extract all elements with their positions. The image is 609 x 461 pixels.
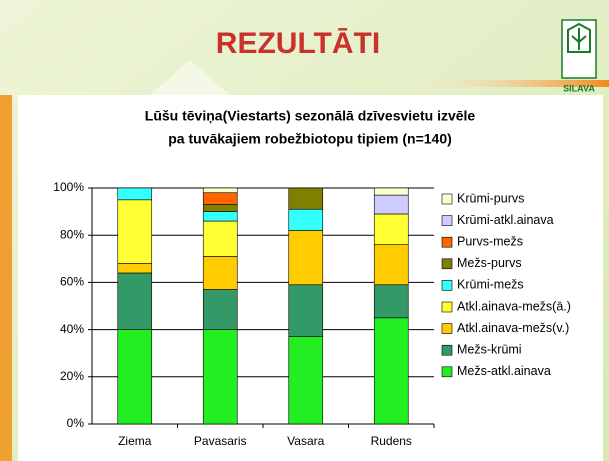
y-tick-label: 20%	[60, 369, 84, 383]
x-tick-label: Pavasaris	[194, 434, 247, 448]
bar-segment	[117, 263, 153, 274]
legend-swatch	[441, 344, 453, 356]
legend-label: Purvs-mežs	[457, 234, 523, 248]
x-tick-label: Ziema	[118, 434, 152, 448]
bar-segment	[202, 192, 238, 205]
legend-label: Mežs-purvs	[457, 256, 522, 270]
chart-title: pa tuvākajiem robežbiotopu tipiem (n=140…	[168, 131, 452, 147]
plot: 0% 20% 40% 60% 80% 100% Ziema Pavasaris Vasara Ru…	[53, 180, 571, 448]
legend-swatch	[441, 215, 453, 226]
y-tick-label: 100%	[53, 180, 84, 194]
logo-tree	[571, 28, 587, 50]
bar-segment	[117, 199, 153, 264]
bar-segment	[373, 317, 409, 425]
slide-title: REZULTĀTI	[216, 27, 380, 60]
bar-segment	[202, 187, 238, 194]
y-tick-label: 80%	[60, 227, 84, 241]
legend-label: Mežs-krūmi	[457, 342, 522, 356]
bar-segment	[373, 194, 409, 215]
legend-swatch	[441, 280, 453, 291]
bar-segment	[373, 244, 409, 286]
bar-segment	[117, 272, 153, 330]
decor	[150, 60, 230, 95]
bar-segment	[202, 329, 238, 425]
legend-swatch	[441, 366, 453, 378]
bar-segment	[373, 284, 409, 319]
x-tick-label: Rudens	[371, 434, 412, 448]
bar-segment	[288, 230, 324, 286]
legend-swatch	[441, 323, 453, 334]
legend-label: Krūmi-mežs	[457, 278, 524, 292]
legend-label: Atkl.ainava-mežs(v.)	[457, 321, 569, 335]
bar-segment	[202, 256, 238, 290]
x-tick-label: Vasara	[287, 434, 324, 448]
logo: SILAVA	[561, 19, 597, 93]
y-tick-label: 60%	[60, 275, 84, 289]
legend-label: Mežs-atkl.ainava	[457, 364, 551, 378]
logo-book	[567, 22, 591, 53]
bar-segment	[117, 329, 153, 425]
legend-label: Krūmi-purvs	[457, 191, 524, 205]
bar-segment	[288, 336, 324, 425]
bar-segment	[288, 208, 324, 231]
legend-swatch	[441, 236, 453, 248]
bar-segment	[202, 220, 238, 257]
bar-segment	[288, 187, 324, 210]
legend-label: Atkl.ainava-mežs(ā.)	[457, 299, 571, 313]
bar-segment	[202, 289, 238, 330]
legend-swatch	[441, 301, 453, 313]
bar-segment	[202, 204, 238, 212]
decor-strip	[380, 80, 609, 87]
chart-title: Lūšu tēviņa(Viestarts) sezonālā dzīvesvi…	[145, 108, 476, 124]
legend-label: Krūmi-atkl.ainava	[457, 213, 554, 227]
left-strip	[0, 95, 12, 461]
y-tick-label: 40%	[60, 322, 84, 336]
bar-segment	[288, 284, 324, 337]
bar-segment	[202, 211, 238, 222]
legend-swatch	[441, 193, 453, 205]
bar-segment	[117, 187, 153, 201]
bar-segment	[373, 213, 409, 245]
bar-segment	[373, 187, 409, 196]
logo-text: SILAVA	[563, 83, 595, 93]
y-tick-label: 0%	[67, 416, 85, 430]
legend-swatch	[441, 258, 453, 270]
